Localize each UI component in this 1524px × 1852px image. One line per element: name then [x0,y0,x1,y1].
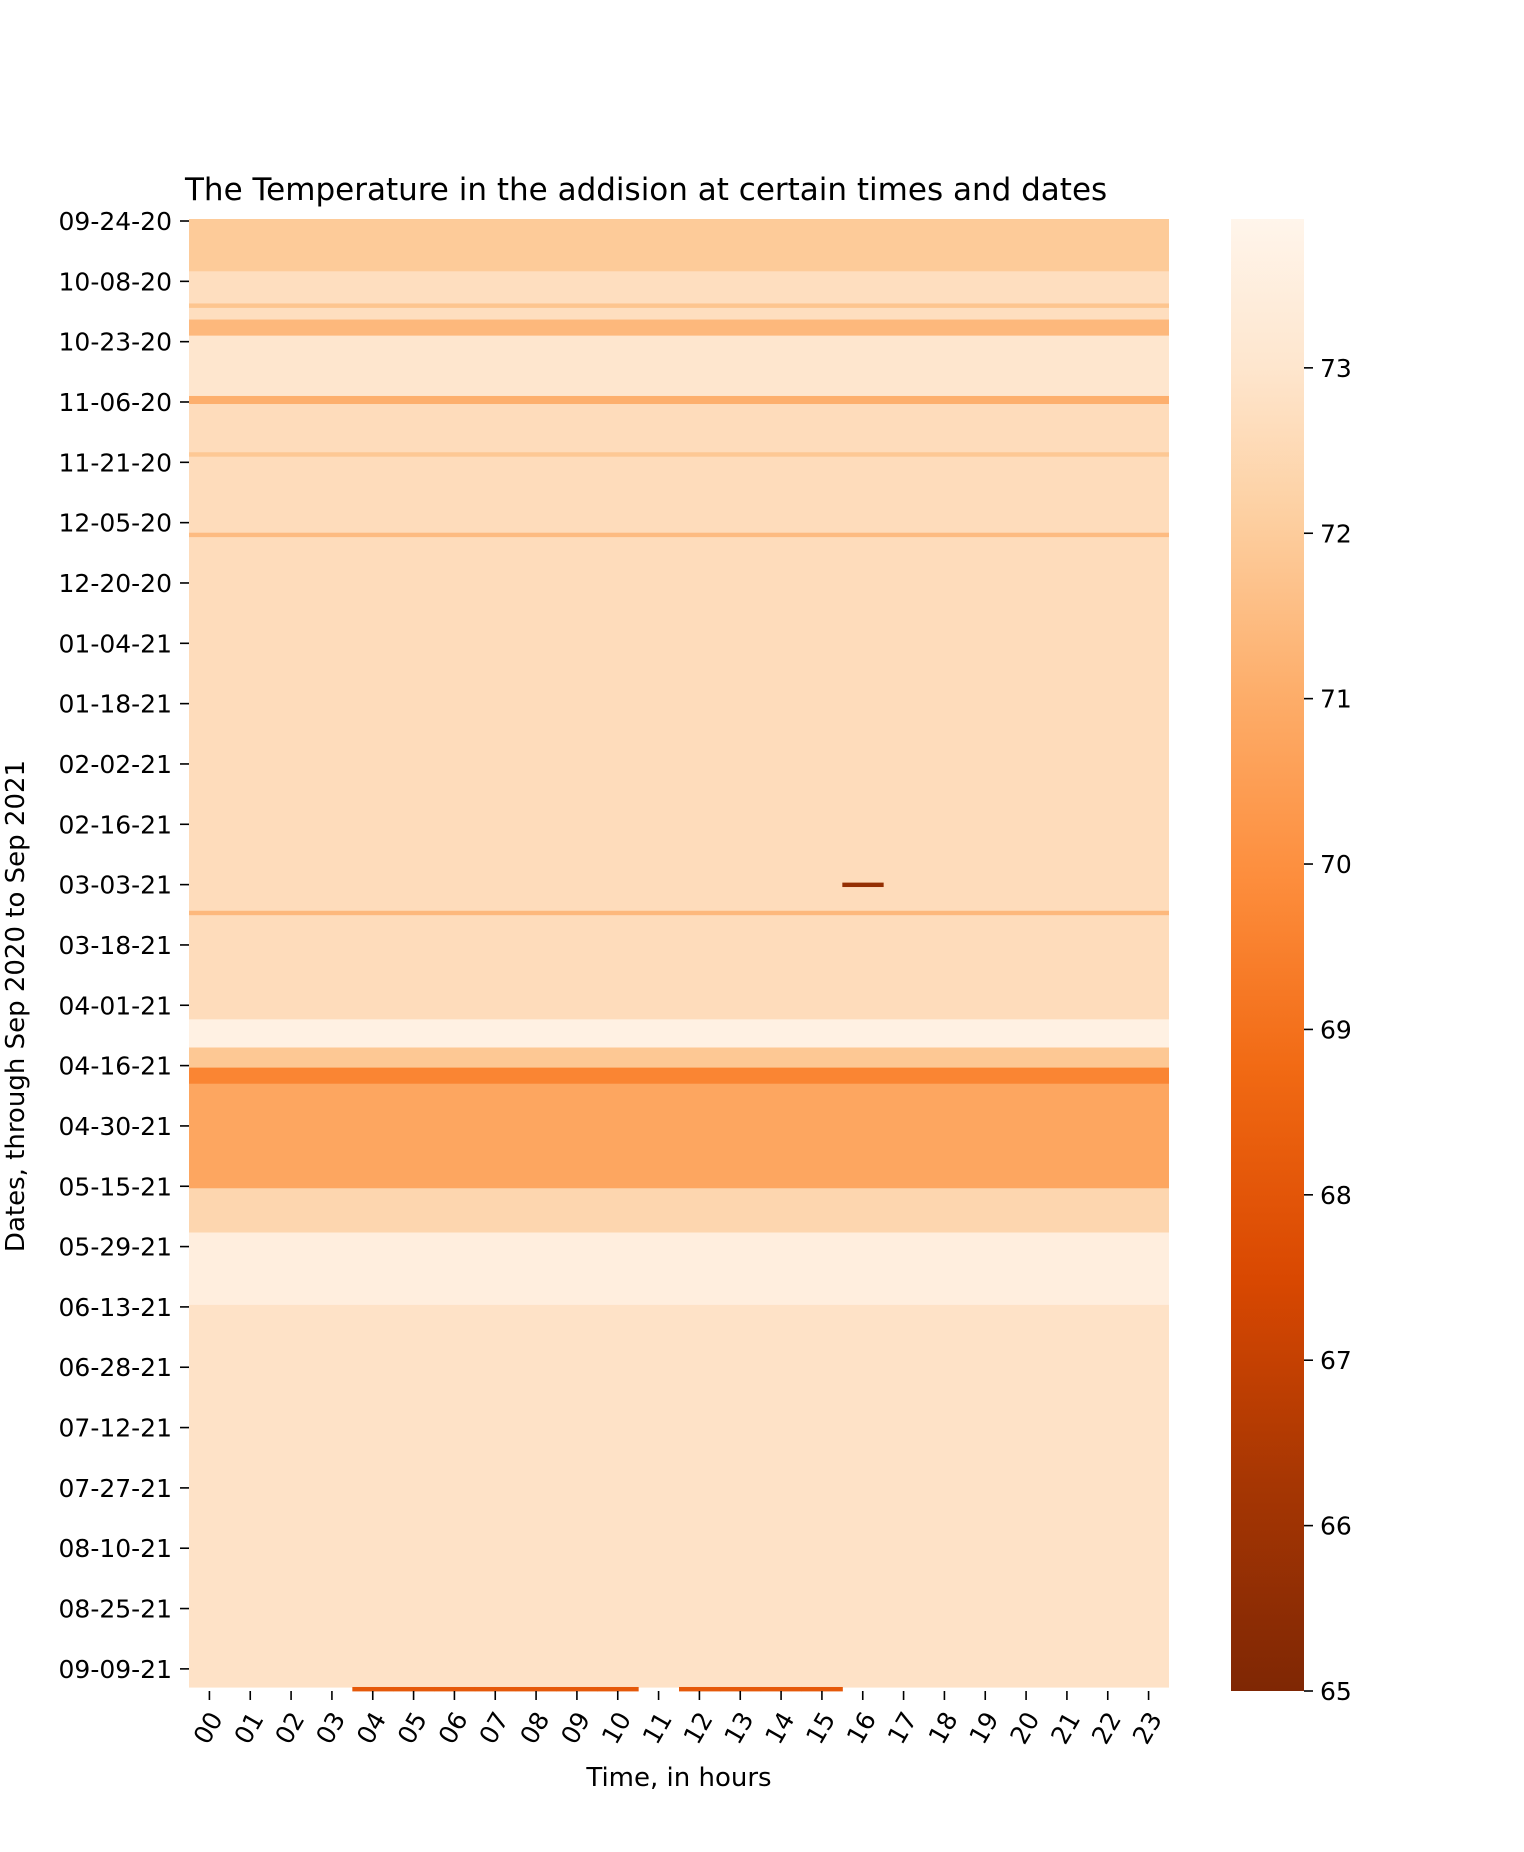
y-tick-label: 12-20-20 [59,569,172,598]
colorbar-tick-label: 65 [1320,1677,1352,1706]
heatmap-outlier-cell [597,1686,639,1692]
y-tick-label: 04-30-21 [59,1112,172,1141]
heatmap-band-9 [189,1083,1169,1189]
x-tick-label: 17 [882,1707,923,1749]
x-tick-label: 01 [228,1707,269,1749]
heatmap-band-4 [189,395,1169,405]
x-tick-label: 13 [718,1707,759,1749]
y-tick-label: 03-18-21 [59,931,172,960]
x-tick-label: 14 [759,1707,800,1749]
y-tick-label: 11-06-20 [59,388,172,417]
colorbar-tick-label: 72 [1320,519,1352,548]
y-tick-label: 08-10-21 [59,1534,172,1563]
x-axis-ticks: 00 01 02 03 04 05 06 07 08 09 10 11 12 13 14 15 16 17 18 19… [188,1691,1168,1749]
x-axis-label: Time, in hours [585,1763,771,1793]
y-tick-label: 02-16-21 [59,810,172,839]
heatmap-outlier-cell [474,1686,517,1692]
colorbar-tick-label: 67 [1320,1346,1352,1375]
x-tick-label: 19 [963,1707,1004,1749]
x-tick-label: 11 [637,1707,678,1749]
x-tick-label: 20 [1004,1707,1045,1749]
heatmap-thin-band-3 [189,910,1169,916]
heatmap-band-3 [189,335,1169,397]
heatmap-band-8 [189,1067,1169,1085]
x-tick-label: 06 [433,1707,474,1749]
y-tick-label: 09-09-21 [59,1655,172,1684]
colorbar-tick-label: 73 [1320,354,1352,383]
heatmap-outlier-cell [801,1686,843,1692]
x-tick-label: 22 [1086,1707,1127,1749]
heatmap-outlier-cell [556,1686,598,1692]
x-tick-label: 23 [1127,1707,1168,1749]
y-tick-label: 01-04-21 [59,629,172,658]
x-tick-label: 00 [188,1707,229,1749]
heatmap-band-10 [189,1188,1169,1234]
x-tick-label: 05 [392,1707,433,1749]
y-tick-label: 10-23-20 [59,328,172,357]
colorbar-tick-label: 69 [1320,1015,1352,1044]
heatmap-cells [189,219,1169,1692]
colorbar-tick-label: 71 [1320,685,1352,714]
y-tick-label: 05-15-21 [59,1172,172,1201]
heatmap-outlier-cell [434,1686,476,1692]
y-tick-label: 04-01-21 [59,991,172,1020]
colorbar-tick-label: 66 [1320,1512,1352,1541]
heatmap-band-11 [189,1232,1169,1306]
y-tick-label: 06-13-21 [59,1293,172,1322]
x-tick-label: 12 [678,1707,719,1749]
x-tick-label: 08 [514,1707,555,1749]
colorbar-ticks: 65 66 67 68 69 70 71 72 73 [1304,354,1352,1706]
heatmap-band-2 [189,319,1169,337]
y-tick-label: 03-03-21 [59,871,172,900]
heatmap-band-12 [189,1304,1169,1688]
x-tick-label: 07 [473,1707,514,1749]
heatmap-thin-band-0 [189,303,1169,308]
heatmap-thin-band-1 [189,452,1169,457]
chart-title: The Temperature in the addision at certa… [184,172,1107,208]
y-tick-label: 05-29-21 [59,1233,172,1262]
heatmap-outlier-cell [719,1686,762,1692]
heatmap-band-5 [189,404,1169,1020]
y-axis-ticks: 09-24-20 10-08-20 10-23-20 11-06-20 11-21-20… [59,207,189,1684]
y-axis-label: Dates, through Sep 2020 to Sep 2021 [1,760,31,1252]
y-tick-label: 08-25-21 [59,1595,172,1624]
y-tick-label: 10-08-20 [59,267,172,296]
colorbar-tick-label: 70 [1320,850,1352,879]
x-tick-label: 15 [800,1707,841,1749]
x-tick-label: 03 [310,1707,351,1749]
heatmap-band-6 [189,1019,1169,1049]
y-tick-label: 06-28-21 [59,1353,172,1382]
heatmap-outlier-cell [393,1686,435,1692]
colorbar [1231,219,1304,1691]
heatmap-band-1 [189,271,1169,321]
y-tick-label: 04-16-21 [59,1052,172,1081]
x-tick-label: 16 [841,1707,882,1749]
colorbar-tick-label: 68 [1320,1181,1352,1210]
x-tick-label: 18 [923,1707,964,1749]
x-tick-label: 02 [269,1707,310,1749]
y-tick-label: 01-18-21 [59,690,172,719]
heatmap-thin-band-2 [189,532,1169,538]
heatmap-band-7 [189,1047,1169,1069]
x-tick-label: 10 [596,1707,637,1749]
y-tick-label: 02-02-21 [59,750,172,779]
heatmap-outlier-cell [760,1686,802,1692]
y-tick-label: 11-21-20 [59,448,172,477]
y-tick-label: 07-12-21 [59,1414,172,1443]
x-tick-label: 09 [555,1707,596,1749]
y-tick-label: 09-24-20 [59,207,172,236]
heatmap-outlier-cell [679,1686,721,1692]
heatmap-outlier-cell [352,1686,394,1692]
heatmap-outlier-cell [842,882,884,888]
y-tick-label: 12-05-20 [59,509,172,538]
heatmap-band-0 [189,219,1169,272]
heatmap-outlier-cell [515,1686,557,1692]
y-tick-label: 07-27-21 [59,1474,172,1503]
x-tick-label: 21 [1045,1707,1086,1749]
x-tick-label: 04 [351,1707,392,1749]
